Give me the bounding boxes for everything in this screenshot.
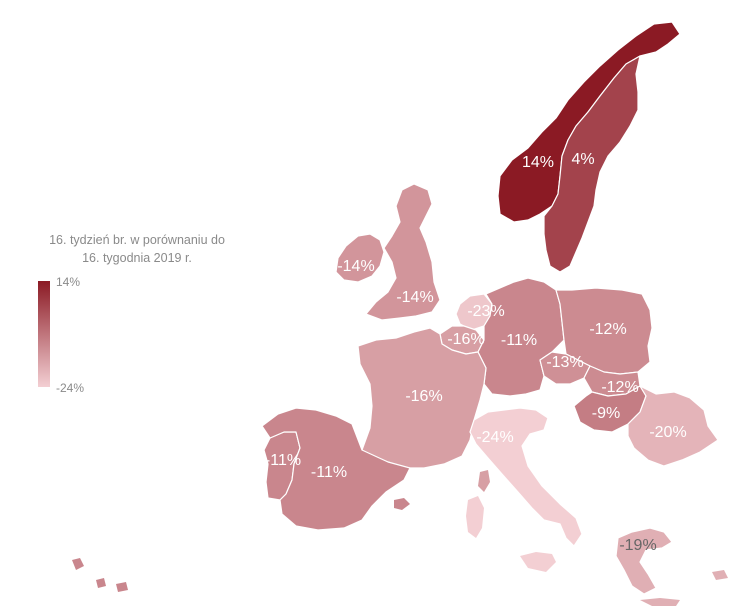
country-ireland[interactable] <box>335 233 385 283</box>
label-uk: -14% <box>396 289 433 306</box>
legend-color-scale <box>38 281 50 387</box>
legend-title: 16. tydzień br. w porównaniu do 16. tygo… <box>22 231 252 267</box>
label-spain: -11% <box>311 464 347 481</box>
label-poland: -12% <box>589 321 626 338</box>
legend-title-line2: 16. tygodnia 2019 r. <box>82 251 192 265</box>
label-france: -16% <box>405 388 442 405</box>
label-czechia: -13% <box>546 354 583 371</box>
label-italy: -24% <box>476 429 513 446</box>
country-spain[interactable] <box>261 407 411 531</box>
label-ireland: -14% <box>337 258 374 275</box>
legend-min-label: -24% <box>56 381 85 395</box>
label-hungary: -9% <box>592 405 620 422</box>
label-belgium: -16% <box>447 331 484 348</box>
country-uk[interactable] <box>365 183 441 321</box>
label-slovakia: -12% <box>601 379 638 396</box>
country-romania[interactable] <box>627 385 719 467</box>
label-norway: 14% <box>522 154 554 171</box>
label-portugal: -11% <box>265 452 301 469</box>
label-germany: -11% <box>501 332 537 349</box>
country-germany[interactable] <box>477 277 565 397</box>
corsica-shape <box>478 470 490 492</box>
label-sweden: 4% <box>571 151 594 168</box>
crete-shape <box>640 598 680 606</box>
label-netherlands: -23% <box>467 303 504 320</box>
sicily-shape <box>520 552 556 572</box>
sardinia-shape <box>466 496 484 538</box>
label-romania: -20% <box>649 424 686 441</box>
balearic-shape <box>394 498 410 510</box>
canary-islands-shape <box>72 558 128 592</box>
label-greece: -19% <box>619 537 656 554</box>
country-italy[interactable] <box>469 407 583 547</box>
legend-max-label: 14% <box>56 275 81 289</box>
country-greece[interactable] <box>615 527 673 595</box>
legend-title-line1: 16. tydzień br. w porównaniu do <box>49 233 225 247</box>
cyprus-shape <box>712 570 728 580</box>
country-sweden[interactable] <box>543 55 641 273</box>
